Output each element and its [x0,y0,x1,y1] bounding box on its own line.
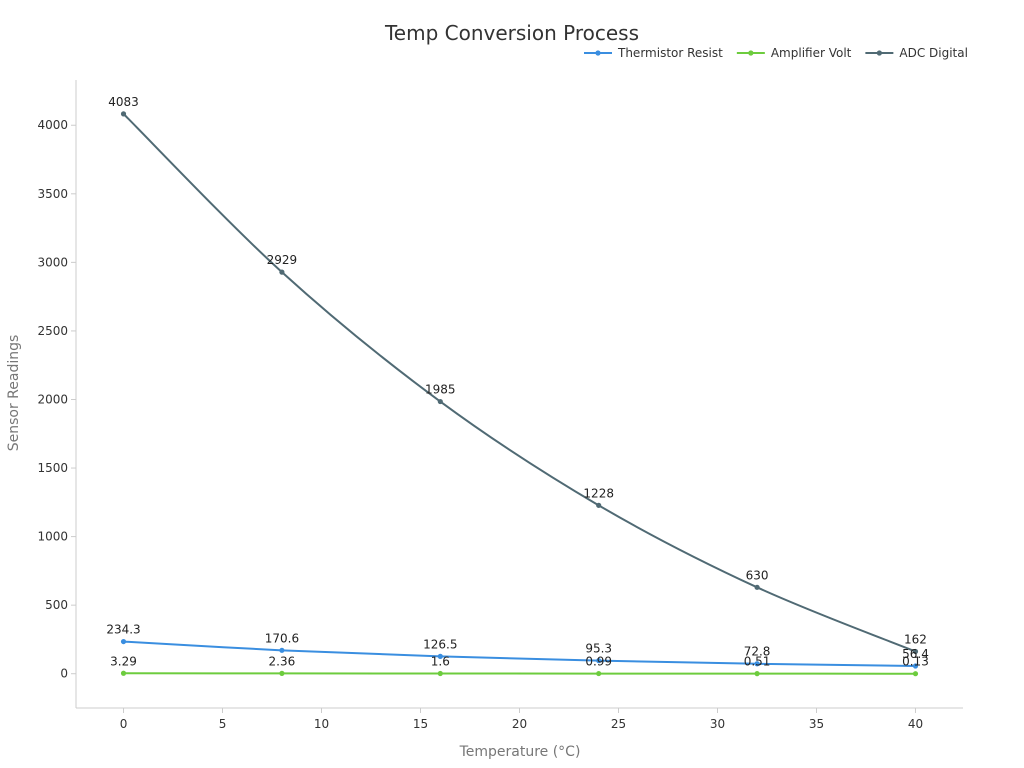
data-label-adc-digital: 1985 [425,383,456,397]
series-amplifier-volt [120,670,919,677]
y-tick-label: 3000 [37,255,68,269]
data-label-amplifier-volt: 2.36 [269,654,296,668]
data-point-adc-digital [279,269,285,275]
data-label-adc-digital: 1228 [583,486,614,500]
data-label-amplifier-volt: 1.6 [431,655,450,669]
legend-label-adc-digital: ADC Digital [899,46,968,60]
y-tick-label: 4000 [37,118,68,132]
legend-label-amplifier-volt: Amplifier Volt [771,46,852,60]
x-axis-title: Temperature (°C) [459,744,581,760]
x-tick-label: 35 [809,717,824,731]
x-tick-label: 30 [710,717,725,731]
data-label-adc-digital: 630 [746,568,769,582]
y-tick-label: 2000 [37,392,68,406]
x-tick-label: 15 [413,717,428,731]
legend-marker-thermistor-resist [595,50,601,56]
y-axis-title: Sensor Readings [6,335,22,452]
data-label-amplifier-volt: 0.51 [744,655,771,669]
data-label-amplifier-volt: 3.29 [110,654,137,668]
data-point-thermistor-resist [596,658,602,664]
data-label-thermistor-resist: 126.5 [423,637,457,651]
data-point-adc-digital [912,648,919,655]
chart-title: Temp Conversion Process [384,21,639,45]
series-line-adc-digital [122,113,916,653]
data-label-thermistor-resist: 234.3 [106,623,140,637]
x-tick-label: 0 [120,717,128,731]
x-tick-label: 10 [314,717,329,731]
data-point-amplifier-volt [912,671,919,677]
series-layer [120,111,919,677]
y-tick-label: 3500 [37,187,68,201]
y-tick-label: 1000 [37,530,68,544]
data-label-adc-digital: 162 [904,633,927,647]
data-point-adc-digital [596,502,602,508]
axes: 0 500 1000 1500 2000 2500 3000 3500 4000 0 5 10 15 20… [37,80,963,731]
data-label-thermistor-resist: 170.6 [265,631,299,645]
data-labels: 234.3 170.6 126.5 95.3 72.8 56.4 3.29 2.36 1.6 0.… [106,95,929,669]
data-point-amplifier-volt [754,671,760,677]
data-point-adc-digital [437,398,443,405]
data-label-adc-digital: 4083 [108,95,139,109]
data-label-thermistor-resist: 56.4 [902,647,929,661]
data-label-thermistor-resist: 95.3 [585,642,612,656]
series-line-thermistor-resist [123,640,916,667]
data-label-amplifier-volt: 0.99 [585,655,612,669]
data-point-amplifier-volt [279,670,285,676]
x-tick-label: 40 [908,717,923,731]
data-point-thermistor-resist [437,653,443,659]
x-tick-label: 20 [512,717,527,731]
data-point-thermistor-resist [120,638,127,645]
x-tick-label: 5 [219,717,227,731]
data-point-amplifier-volt [437,670,443,677]
data-label-adc-digital: 2929 [267,253,298,267]
data-point-adc-digital [120,111,127,117]
legend-item-thermistor-resist: Thermistor Resist [584,46,723,60]
y-tick-label: 2500 [37,324,68,338]
data-point-amplifier-volt [120,670,127,676]
legend-marker-adc-digital [876,50,882,56]
data-label-thermistor-resist: 72.8 [744,645,771,659]
legend-item-adc-digital: ADC Digital [865,46,968,60]
legend-item-amplifier-volt: Amplifier Volt [736,46,852,60]
y-tick-label: 1500 [37,461,68,475]
legend-label-thermistor-resist: Thermistor Resist [617,46,723,60]
data-point-amplifier-volt [596,670,602,677]
legend: Thermistor Resist Amplifier Volt ADC Digit… [584,46,968,60]
data-point-thermistor-resist [279,647,285,653]
data-label-amplifier-volt: 0.13 [902,655,929,669]
y-tick-label: 500 [45,598,68,612]
data-point-adc-digital [754,584,760,590]
y-tick-label: 0 [60,667,68,681]
x-tick-label: 25 [611,717,626,731]
series-thermistor-resist [120,638,919,669]
series-adc-digital [120,111,919,655]
data-point-thermistor-resist [754,661,760,667]
data-point-thermistor-resist [912,663,919,669]
legend-marker-amplifier-volt [748,50,754,56]
